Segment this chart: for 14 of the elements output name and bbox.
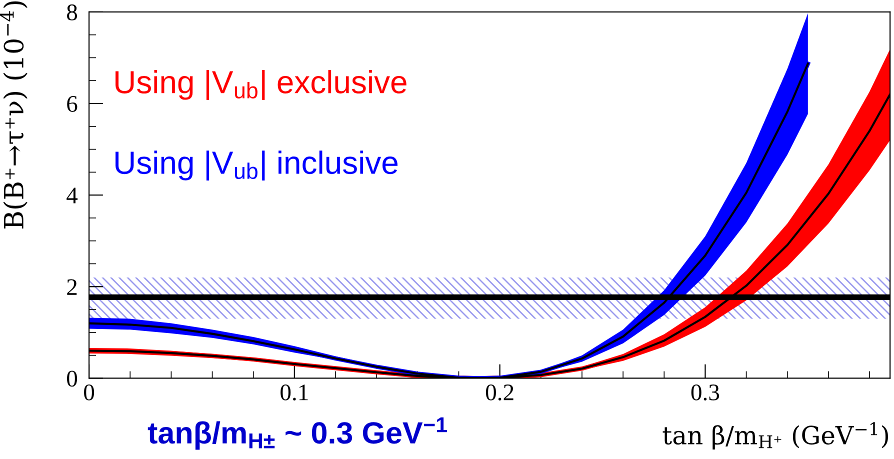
y-tick-label: 0: [67, 370, 78, 387]
x-tick-label: 0: [84, 384, 94, 400]
y-tick-label: 4: [66, 188, 78, 204]
y-tick-label: 6: [67, 96, 78, 112]
y-tick-label: 2: [67, 279, 77, 295]
x-tick-label: 0.2: [486, 384, 514, 400]
text: Using |V$_{ub}$| inclusive: [116, 150, 398, 181]
x-axis-title: tan β/m$_{H⁺}$ (GeV$^{−1}$): [662, 422, 888, 450]
x-tick-label: 0.1: [280, 384, 308, 400]
x-tick-label: 0.3: [691, 384, 720, 400]
y-axis-title: B(B⁺→τ⁺ν) (10$^{−4}$): [0, 1, 28, 228]
y-tick-label: 8: [67, 4, 78, 20]
text: Using |V$_{ub}$| exclusive: [116, 70, 406, 100]
text: tanβ/m$_{H±}$ ~ 0.3 GeV$^{−1}$: [148, 417, 447, 450]
